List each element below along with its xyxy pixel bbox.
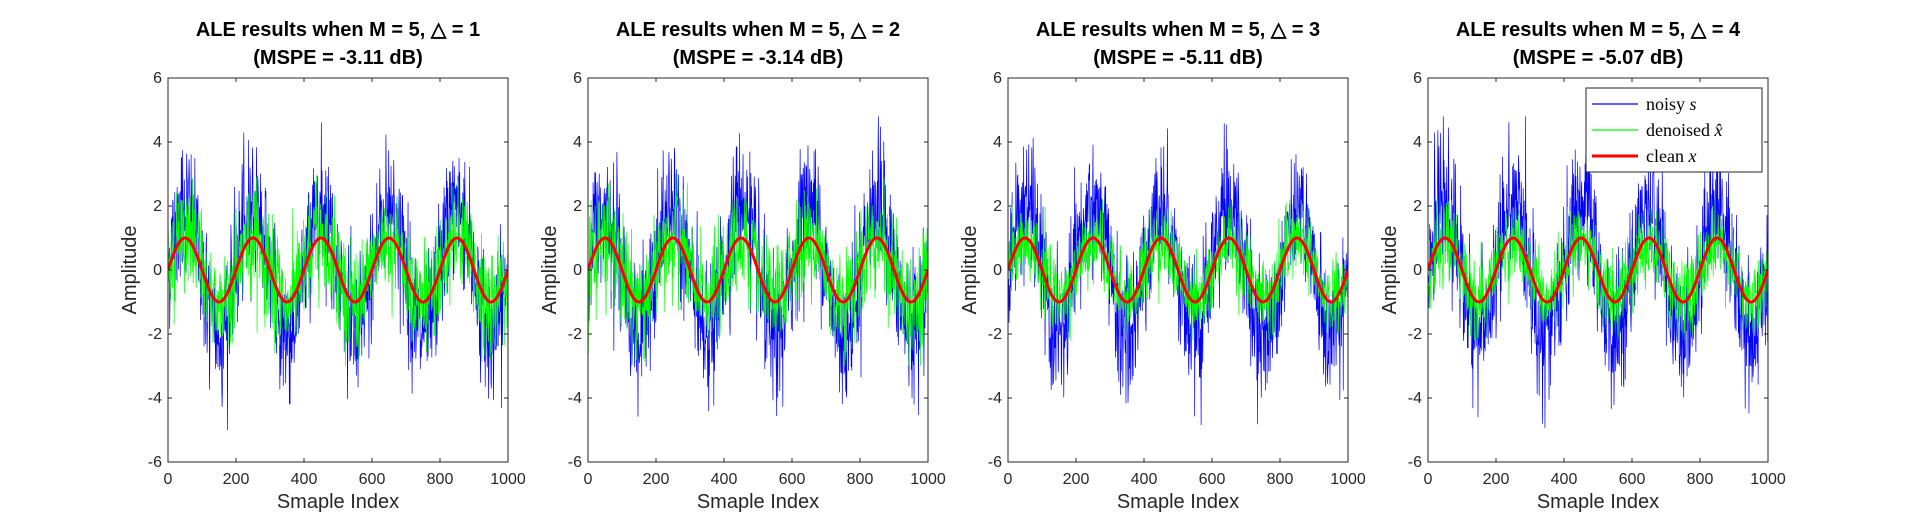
chart-title: ALE results when M = 5, △ = 4 [1456, 19, 1741, 41]
series-denoised-line [1008, 199, 1348, 341]
y-tick-label: -6 [568, 454, 582, 471]
series-denoised-line [168, 175, 508, 367]
y-tick-label: 4 [1413, 134, 1422, 151]
x-tick-label: 0 [164, 471, 173, 488]
y-axis-label: Amplitude [959, 226, 981, 315]
x-tick-label: 200 [223, 471, 250, 488]
x-tick-label: 400 [711, 471, 738, 488]
y-tick-label: -4 [1408, 390, 1422, 407]
x-axis-label: Smaple Index [1537, 491, 1659, 513]
x-tick-label: 0 [1004, 471, 1013, 488]
x-tick-label: 0 [1424, 471, 1433, 488]
y-tick-label: 4 [153, 134, 162, 151]
y-axis-label: Amplitude [1379, 226, 1401, 315]
series-clean-line [1428, 236, 1768, 304]
y-tick-label: 2 [1413, 198, 1422, 215]
x-tick-label: 400 [1131, 471, 1158, 488]
chart-subtitle: (MSPE = -3.14 dB) [673, 47, 844, 69]
y-tick-label: 2 [993, 198, 1002, 215]
x-tick-label: 200 [1483, 471, 1510, 488]
chart-title: ALE results when M = 5, △ = 3 [1036, 19, 1320, 41]
legend-variable: x [1687, 146, 1696, 166]
legend-label: clean [1646, 146, 1688, 166]
y-tick-label: -2 [568, 326, 582, 343]
x-tick-label: 600 [359, 471, 386, 488]
series-clean-line [1008, 236, 1348, 304]
x-tick-label: 600 [779, 471, 806, 488]
y-tick-label: 0 [153, 262, 162, 279]
x-axis-label: Smaple Index [277, 491, 399, 513]
chart-title: ALE results when M = 5, △ = 1 [196, 19, 480, 41]
y-axis-label: Amplitude [119, 226, 141, 315]
chart-subtitle: (MSPE = -5.11 dB) [1093, 47, 1263, 69]
y-tick-label: 6 [1413, 70, 1422, 87]
legend-entry-denoised: denoised x̂ [1646, 120, 1722, 140]
y-tick-label: -4 [568, 390, 582, 407]
x-tick-label: 800 [1687, 471, 1714, 488]
x-tick-label: 400 [1551, 471, 1578, 488]
y-tick-label: 2 [153, 198, 162, 215]
y-tick-label: 4 [993, 134, 1002, 151]
x-tick-label: 800 [427, 471, 454, 488]
y-tick-label: 6 [573, 70, 582, 87]
data-layer [168, 122, 508, 431]
y-tick-label: -6 [1408, 454, 1422, 471]
y-tick-label: -2 [1408, 326, 1422, 343]
chart-subtitle: (MSPE = -5.07 dB) [1513, 47, 1684, 69]
legend-entry-noisy: noisy s [1646, 94, 1697, 114]
legend-label: noisy [1646, 94, 1690, 114]
y-tick-label: 4 [573, 134, 582, 151]
x-tick-label: 400 [291, 471, 318, 488]
x-tick-label: 0 [584, 471, 593, 488]
data-layer [1428, 116, 1768, 429]
y-tick-label: 6 [153, 70, 162, 87]
x-tick-label: 1000 [910, 471, 946, 488]
data-layer [1008, 123, 1348, 426]
legend-variable: x̂ [1713, 120, 1722, 140]
x-tick-label: 1000 [490, 471, 526, 488]
legend-entry-clean: clean x [1646, 146, 1696, 166]
legend-label: denoised [1646, 120, 1714, 140]
x-tick-label: 800 [847, 471, 874, 488]
series-denoised-line [1428, 199, 1768, 341]
x-tick-label: 1000 [1330, 471, 1366, 488]
y-tick-label: -2 [148, 326, 162, 343]
subplot-2: 0 200 400 600 800 1000 -6 -4 -2 0 2 4 6 Smaple Index A… [539, 19, 946, 513]
y-axis-label: Amplitude [539, 226, 561, 315]
chart-subtitle: (MSPE = -3.11 dB) [253, 47, 423, 69]
y-tick-label: 0 [1413, 262, 1422, 279]
x-axis-label: Smaple Index [697, 491, 819, 513]
y-tick-label: 6 [993, 70, 1002, 87]
y-tick-label: 0 [573, 262, 582, 279]
legend-variable: s [1690, 94, 1697, 114]
y-tick-label: -6 [988, 454, 1002, 471]
y-tick-label: -4 [148, 390, 162, 407]
subplot-1: 0 200 400 600 800 1000 -6 -4 -2 0 2 4 6 Smaple Index A… [119, 19, 526, 513]
x-tick-label: 600 [1199, 471, 1226, 488]
x-tick-label: 800 [1267, 471, 1294, 488]
x-tick-label: 1000 [1750, 471, 1786, 488]
legend: noisy s denoised x̂ clean x [1585, 87, 1763, 173]
y-tick-label: -6 [148, 454, 162, 471]
data-layer [588, 116, 928, 417]
y-tick-label: 0 [993, 262, 1002, 279]
x-tick-label: 200 [1063, 471, 1090, 488]
x-axis-label: Smaple Index [1117, 491, 1239, 513]
x-tick-label: 600 [1619, 471, 1646, 488]
y-tick-label: -2 [988, 326, 1002, 343]
series-clean-line [168, 236, 508, 304]
chart-title: ALE results when M = 5, △ = 2 [616, 19, 900, 41]
y-tick-label: 2 [573, 198, 582, 215]
subplot-3: 0 200 400 600 800 1000 -6 -4 -2 0 2 4 6 Smaple Index A… [959, 19, 1366, 513]
x-tick-label: 200 [643, 471, 670, 488]
y-tick-label: -4 [988, 390, 1002, 407]
series-clean-line [588, 236, 928, 304]
